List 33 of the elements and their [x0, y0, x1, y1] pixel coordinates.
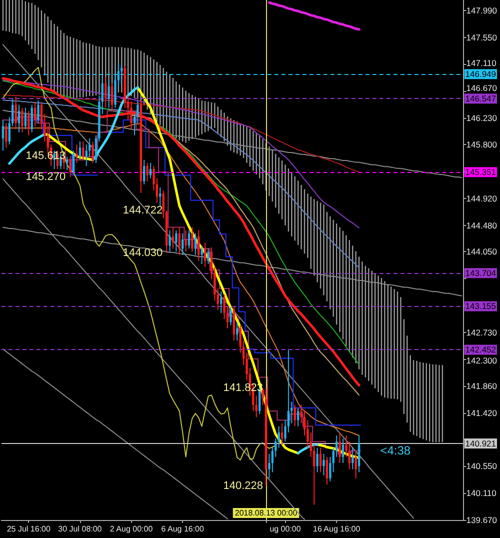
- y-tick-label: 147.110: [466, 58, 497, 68]
- ref-line-label: 143.155: [465, 301, 496, 312]
- annotation: 140.228: [223, 480, 263, 492]
- y-tick-label: 146.670: [466, 82, 498, 93]
- ref-line-label: 145.351: [465, 167, 496, 178]
- x-tick-label: 25 Jul 16:00: [6, 524, 51, 534]
- y-tick-label: 144.050: [466, 246, 498, 257]
- annotation: <4:38: [380, 443, 411, 458]
- x-tick-label: 2 Aug 00:00: [110, 524, 154, 534]
- ref-line-label: 146.547: [465, 94, 496, 104]
- ref-line-label: 143.704: [465, 268, 496, 278]
- x-tick-label: 30 Jul 08:00: [58, 524, 102, 534]
- y-tick-label: 141.420: [466, 408, 498, 418]
- y-tick-label: 147.990: [466, 5, 498, 16]
- ref-line-label: 140.921: [465, 438, 496, 448]
- y-tick-label: 142.300: [466, 356, 498, 366]
- y-tick-label: 140.550: [466, 461, 498, 472]
- x-tick-label: 6 Aug 16:00: [161, 524, 205, 534]
- y-tick-label: 140.110: [466, 488, 497, 498]
- x-tick-label: 2018.08.13 00:00: [234, 508, 298, 518]
- ref-line-label: 146.949: [465, 69, 496, 80]
- y-tick-label: 144.920: [466, 193, 498, 204]
- y-tick-label: 144.480: [466, 220, 498, 230]
- annotation: 145.270: [26, 171, 66, 184]
- y-tick-label: 141.860: [466, 380, 498, 391]
- y-tick-label: 142.730: [466, 328, 498, 338]
- x-tick-label: 16 Aug 16:00: [312, 524, 361, 534]
- y-tick-label: 139.670: [466, 515, 498, 525]
- y-tick-label: 145.800: [466, 140, 498, 150]
- ref-line-label: 142.452: [465, 344, 496, 355]
- x-tick-label: ug 00:00: [270, 524, 302, 534]
- y-tick-label: 146.230: [466, 113, 498, 124]
- y-tick-label: 147.550: [466, 32, 498, 42]
